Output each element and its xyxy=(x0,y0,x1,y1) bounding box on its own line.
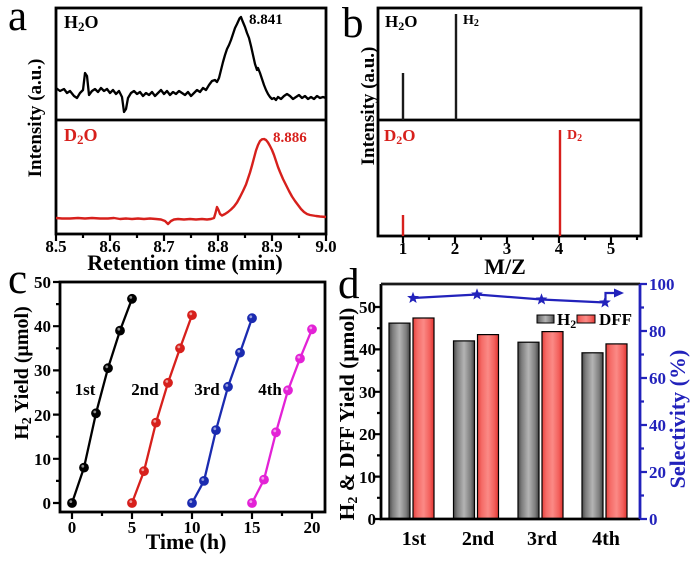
svg-text:10: 10 xyxy=(34,450,51,469)
svg-text:2: 2 xyxy=(451,239,460,258)
svg-text:H2O: H2O xyxy=(385,12,417,33)
svg-text:1: 1 xyxy=(399,239,408,258)
svg-text:H2 & DFF Yield (μmol): H2 & DFF Yield (μmol) xyxy=(335,308,361,521)
svg-text:4: 4 xyxy=(555,239,564,258)
svg-text:15: 15 xyxy=(244,518,261,537)
svg-text:8.841: 8.841 xyxy=(249,12,283,28)
svg-text:H2O: H2O xyxy=(64,12,99,34)
svg-text:2nd: 2nd xyxy=(131,380,159,399)
svg-text:4th: 4th xyxy=(592,528,620,550)
svg-text:30: 30 xyxy=(359,383,376,402)
svg-text:40: 40 xyxy=(34,317,51,336)
svg-text:100: 100 xyxy=(649,275,675,294)
svg-text:Time (h): Time (h) xyxy=(146,529,227,554)
svg-text:0: 0 xyxy=(43,494,52,513)
svg-text:1st: 1st xyxy=(75,380,96,399)
svg-text:8.886: 8.886 xyxy=(273,130,307,146)
svg-text:3rd: 3rd xyxy=(194,380,220,399)
svg-text:8.9: 8.9 xyxy=(261,237,282,256)
svg-text:D2O: D2O xyxy=(64,125,98,147)
svg-text:4th: 4th xyxy=(258,380,282,399)
svg-text:20: 20 xyxy=(359,425,376,444)
svg-text:d: d xyxy=(338,261,360,308)
svg-text:50: 50 xyxy=(34,273,51,292)
svg-text:D2O: D2O xyxy=(384,126,416,147)
svg-text:3: 3 xyxy=(503,239,512,258)
svg-text:30: 30 xyxy=(34,361,51,380)
svg-text:8.8: 8.8 xyxy=(207,237,228,256)
svg-text:M/Z: M/Z xyxy=(484,254,526,279)
svg-text:40: 40 xyxy=(359,340,376,359)
svg-text:Selectivity (%): Selectivity (%) xyxy=(665,350,690,489)
svg-text:a: a xyxy=(8,0,27,40)
svg-text:Intensity (a.u.): Intensity (a.u.) xyxy=(358,47,379,166)
svg-text:20: 20 xyxy=(34,406,51,425)
svg-text:40: 40 xyxy=(649,416,666,435)
svg-text:1st: 1st xyxy=(402,528,427,550)
svg-text:8.6: 8.6 xyxy=(99,237,120,256)
svg-text:20: 20 xyxy=(304,518,321,537)
svg-text:Retention time (min): Retention time (min) xyxy=(87,250,283,275)
svg-text:8.5: 8.5 xyxy=(45,237,66,256)
svg-text:5: 5 xyxy=(607,239,616,258)
svg-text:0: 0 xyxy=(68,518,77,537)
svg-text:DFF: DFF xyxy=(599,310,632,329)
svg-text:20: 20 xyxy=(649,463,666,482)
svg-text:9.0: 9.0 xyxy=(315,237,336,256)
svg-text:60: 60 xyxy=(649,369,666,388)
svg-text:5: 5 xyxy=(128,518,137,537)
svg-text:3rd: 3rd xyxy=(527,528,557,550)
svg-text:0: 0 xyxy=(368,510,377,529)
svg-text:10: 10 xyxy=(359,468,376,487)
svg-text:80: 80 xyxy=(649,322,666,341)
svg-text:50: 50 xyxy=(359,298,376,317)
svg-text:10: 10 xyxy=(184,518,201,537)
svg-text:2nd: 2nd xyxy=(462,528,494,550)
svg-text:c: c xyxy=(8,256,27,303)
svg-text:b: b xyxy=(342,0,364,47)
svg-text:Intensity (a.u.): Intensity (a.u.) xyxy=(25,59,46,178)
svg-text:0: 0 xyxy=(649,510,658,529)
svg-text:8.7: 8.7 xyxy=(153,237,175,256)
svg-text:H2 Yield (μmol): H2 Yield (μmol) xyxy=(11,306,35,440)
